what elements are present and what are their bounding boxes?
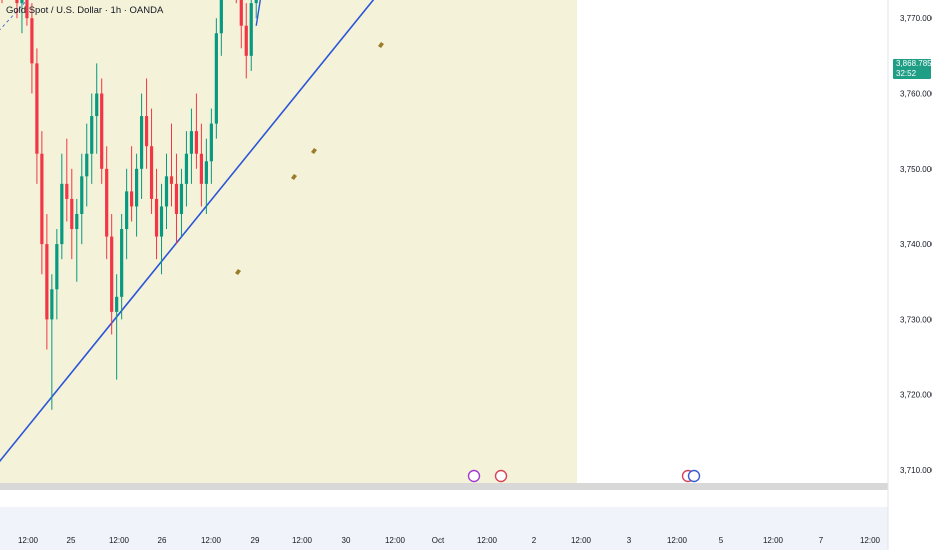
x-tick-label: 12:00 [385,536,406,545]
annotation-marker [311,148,317,154]
y-tick-label: 3,710.000 [900,466,932,475]
candle-body [35,63,39,154]
x-tick-label: 3 [627,536,632,545]
x-tick-label: 12:00 [201,536,222,545]
candle-body [154,198,159,237]
x-tick-label: 29 [251,536,260,545]
price-axis-band [888,0,932,550]
candle-body [95,93,99,117]
candle-body [174,183,179,214]
candle-body [244,25,248,56]
candle-body [45,244,49,320]
y-tick-label: 3,770.000 [900,14,932,23]
candle-body [179,183,184,214]
x-tick-label: 12:00 [109,536,130,545]
candle-body [239,0,243,26]
x-tick-label: 12:00 [667,536,688,545]
y-tick-label: 3,740.000 [900,240,932,249]
candle-body [214,33,218,124]
x-tick-label: 5 [719,536,724,545]
x-tick-label: 12:00 [292,536,313,545]
x-tick-label: 7 [819,536,824,545]
x-tick-label: 12:00 [571,536,592,545]
candle-body [120,229,124,297]
candle-body [184,153,189,184]
event-earnings-icon [467,469,481,483]
candle-body [50,289,54,320]
candle-body [209,123,213,162]
candle-body [125,191,129,230]
last-price-value: 3,868.785 [896,59,932,68]
candle-body [249,3,253,56]
candle-body [25,0,29,19]
candle-body [134,168,139,207]
candle-body [139,116,144,169]
bar-countdown: 32:52 [896,69,917,78]
candle-body [80,176,84,214]
x-tick-label: 12:00 [763,536,784,545]
scroll-band [0,483,888,490]
candle-body [149,146,154,199]
x-tick-label: 12:00 [477,536,498,545]
candle-body [105,168,109,237]
candle-body [219,0,223,34]
candle-body [30,18,34,64]
candle-body [75,213,79,230]
annotation-marker [235,269,241,275]
candle-body [70,198,74,230]
candle-body [164,176,169,207]
x-tick-label: 26 [158,536,167,545]
time-axis-band [0,507,888,550]
y-tick-label: 3,720.000 [900,391,932,400]
candle-body [254,0,258,4]
candle-body [85,153,89,177]
candle-body [194,131,199,154]
candle-body [110,236,114,312]
last-price-tag: 3,868.785 32:52 [893,59,932,79]
candle-body [15,0,19,4]
candle-body [100,93,104,169]
y-tick-label: 3,730.000 [900,315,932,324]
annotation-marker [378,42,384,48]
candle-body [90,116,94,154]
candle-body [40,153,44,245]
x-tick-label: Oct [432,536,445,545]
event-flag-icon [494,469,508,483]
candle-body [169,176,174,184]
highlight-zone [0,0,577,483]
candle-body [204,161,208,184]
y-tick-label: 3,760.000 [900,90,932,99]
chart-title: Gold Spot / U.S. Dollar · 1h · OANDA [6,5,164,16]
event-flag-icon [687,469,701,483]
x-tick-label: 12:00 [18,536,39,545]
candle-body [115,296,119,312]
x-tick-label: 30 [342,536,351,545]
candle-body [189,131,194,154]
candle-body [144,116,149,147]
x-tick-label: 12:00 [860,536,881,545]
x-tick-label: 25 [67,536,76,545]
candle-body [20,0,24,4]
candle-body [130,191,134,207]
y-tick-label: 3,750.000 [900,165,932,174]
annotation-marker [291,174,297,180]
candle-body [55,244,59,290]
x-tick-label: 2 [532,536,537,545]
channel-lower-line [0,0,375,463]
candle-body [159,206,164,237]
candle-body [60,183,64,245]
candle-body [65,183,69,199]
candle-body [199,153,203,184]
